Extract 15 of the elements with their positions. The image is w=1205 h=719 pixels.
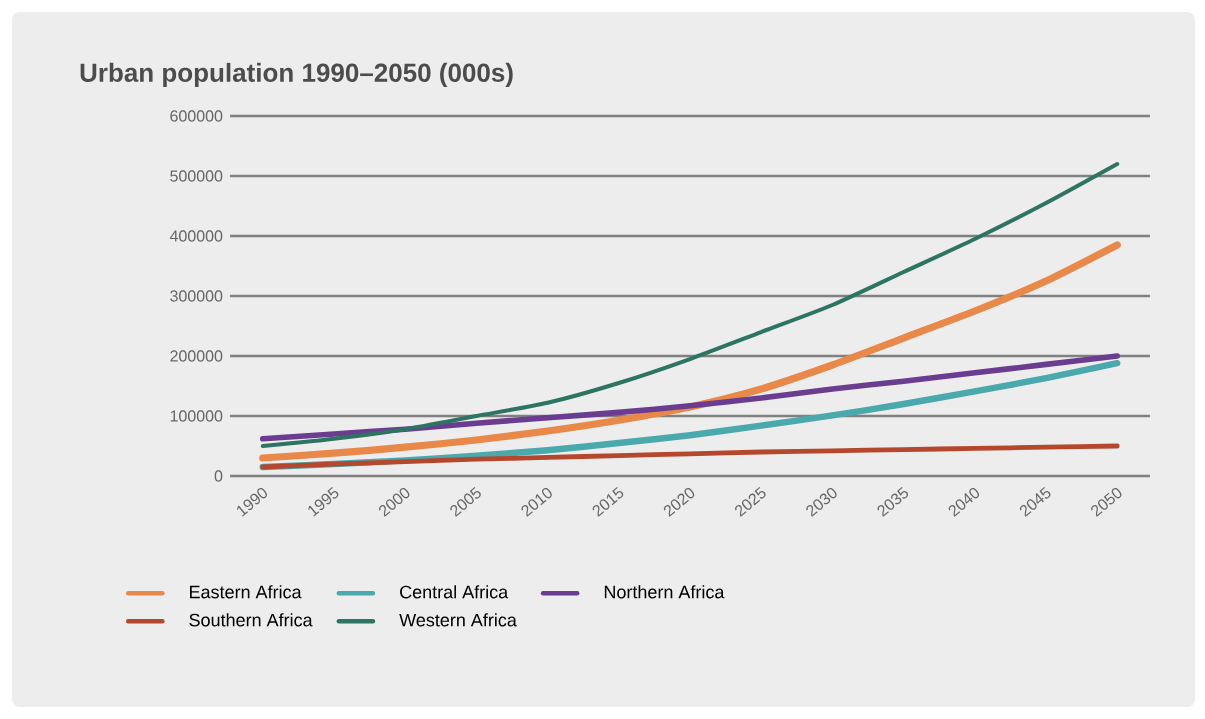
legend-label: Northern Africa — [604, 585, 725, 599]
y-tick-label: 200000 — [170, 350, 223, 362]
line-series — [260, 162, 1120, 449]
legend-label: Eastern Africa — [190, 585, 302, 599]
legend-label: Western Africa — [399, 613, 517, 627]
y-tick-label: 0 — [214, 470, 223, 482]
y-tick-label: 100000 — [170, 410, 223, 422]
y-tick-label: 400000 — [169, 230, 223, 242]
legend-label: Central Africa — [400, 585, 509, 599]
y-tick-label: 300000 — [170, 290, 223, 302]
y-tick-label: 500000 — [170, 170, 223, 182]
line-series — [260, 443, 1120, 470]
y-tick-label: 600000 — [170, 110, 223, 122]
chart-title: Urban population 1990–2050 (000s) — [80, 62, 513, 88]
legend-label: Southern Africa — [189, 613, 313, 627]
